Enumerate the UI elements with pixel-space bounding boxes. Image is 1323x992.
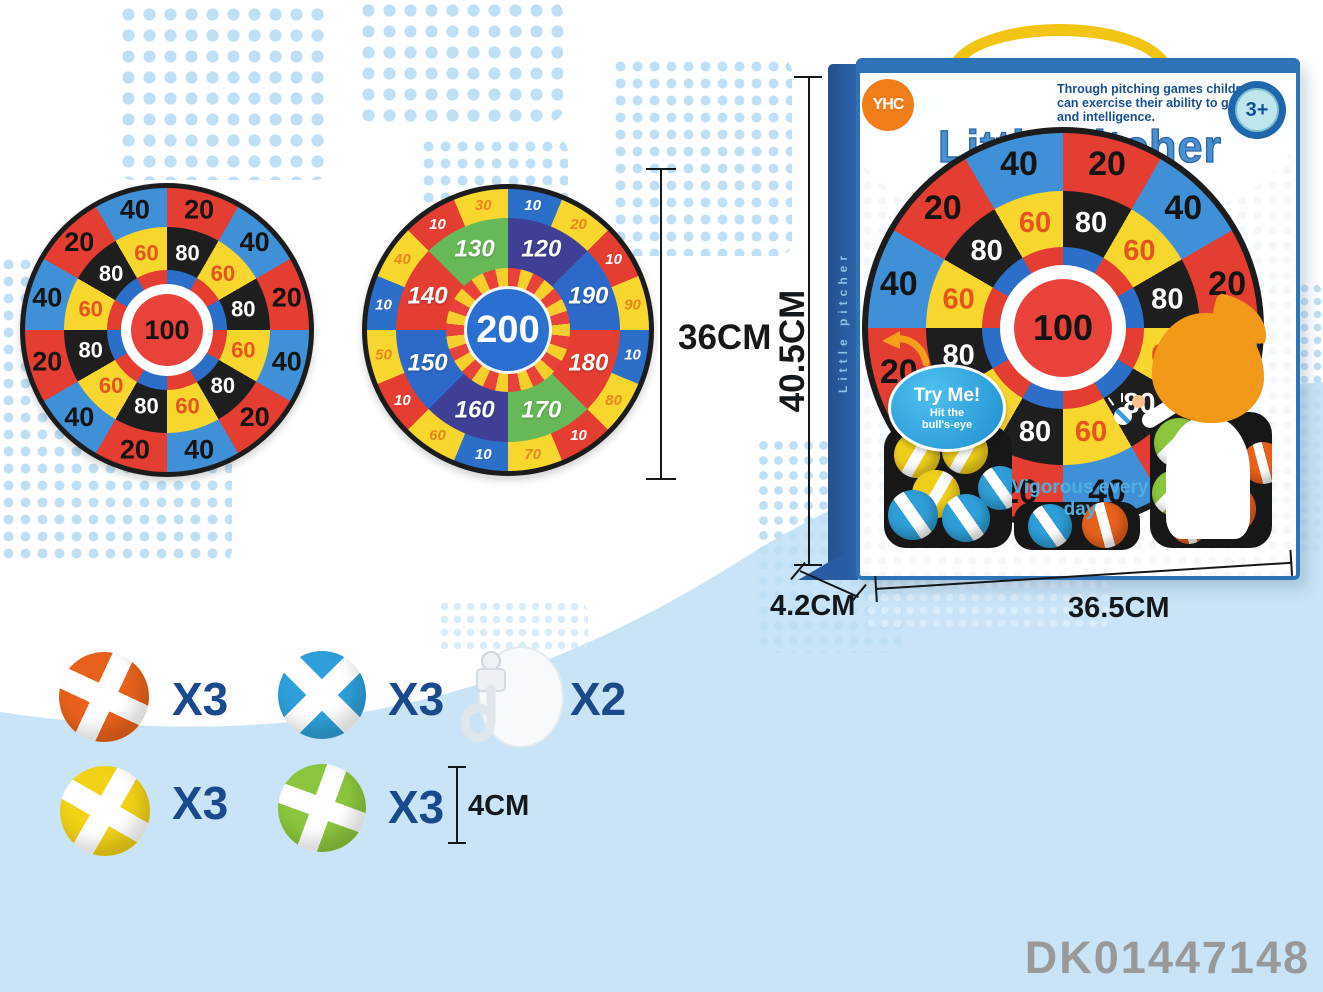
box-handle <box>948 20 1172 66</box>
dot-cluster <box>438 600 588 655</box>
suction-hook <box>455 645 565 785</box>
blue-ball-qty: X3 <box>388 673 445 725</box>
girl-body <box>1166 417 1250 539</box>
product-code: DK01447148 <box>1024 932 1310 983</box>
dimension-board-height: 36CM <box>646 168 786 480</box>
tagline: Vigorous every day <box>1011 477 1149 520</box>
orange-ball-qty: X3 <box>172 673 229 725</box>
motion-line <box>1121 393 1123 402</box>
dimension-label: 36CM <box>678 318 772 357</box>
blue-ball <box>278 651 366 739</box>
box-description: Through pitching games children can exer… <box>1057 82 1255 124</box>
yellow-ball <box>60 766 150 856</box>
window-ball-orange <box>1082 502 1128 548</box>
brand-logo: YHC <box>862 79 914 131</box>
arrow-icon <box>880 329 932 372</box>
box-spine: Little pitcher <box>828 64 858 580</box>
girl-character <box>1152 292 1274 423</box>
bullseye-100: 100 <box>131 294 203 366</box>
dartboard-100: 100 20 40 20 40 20 40 20 40 20 40 20 40 80 60 80 60 80 6… <box>20 183 314 477</box>
orange-ball <box>59 652 149 742</box>
dot-cluster <box>358 0 563 122</box>
box-strip-title: Little pitcher <box>1211 59 1286 70</box>
dimension-label: 40.5CM <box>773 289 812 413</box>
window-ball-blue <box>1028 504 1072 548</box>
window-ball-blue <box>942 494 990 542</box>
ball-window-middle <box>1014 502 1140 550</box>
dimension-label: 4.2CM <box>770 590 856 622</box>
hook-qty: X2 <box>570 673 627 725</box>
girl-hand <box>1132 395 1145 408</box>
window-ball-blue <box>888 490 938 540</box>
product-box: Little pitcher 100 204020402040204020402… <box>798 18 1302 584</box>
window-ball-blue <box>978 466 1012 510</box>
dimension-box-height: 40.5CM <box>773 76 894 568</box>
dimension-label: 36.5CM <box>1068 592 1170 624</box>
dot-cluster <box>612 58 792 256</box>
bullseye-100: 100 <box>1014 279 1112 377</box>
yellow-ball-qty: X3 <box>172 777 229 829</box>
green-ball <box>278 764 366 852</box>
green-ball-qty: X3 <box>388 781 445 833</box>
try-me-bubble: Try Me! Hit the bull's-eye <box>888 364 1006 452</box>
thrown-ball <box>1114 407 1132 425</box>
dot-cluster <box>118 4 330 180</box>
dartboard-200: 200 10 20 10 90 10 80 10 70 10 60 10 50 10 40 10 30 120… <box>362 184 654 476</box>
dimension-hook-height: 4CM <box>446 766 566 846</box>
dimension-label: 4CM <box>468 790 530 822</box>
age-badge: 3+ <box>1228 81 1286 139</box>
bullseye-200: 200 <box>464 286 552 374</box>
